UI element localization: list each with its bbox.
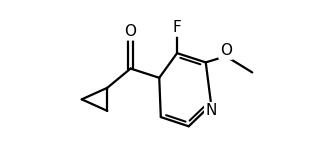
Text: N: N [206, 103, 217, 118]
Text: O: O [220, 43, 232, 58]
Text: O: O [125, 24, 136, 39]
Text: F: F [173, 20, 182, 35]
